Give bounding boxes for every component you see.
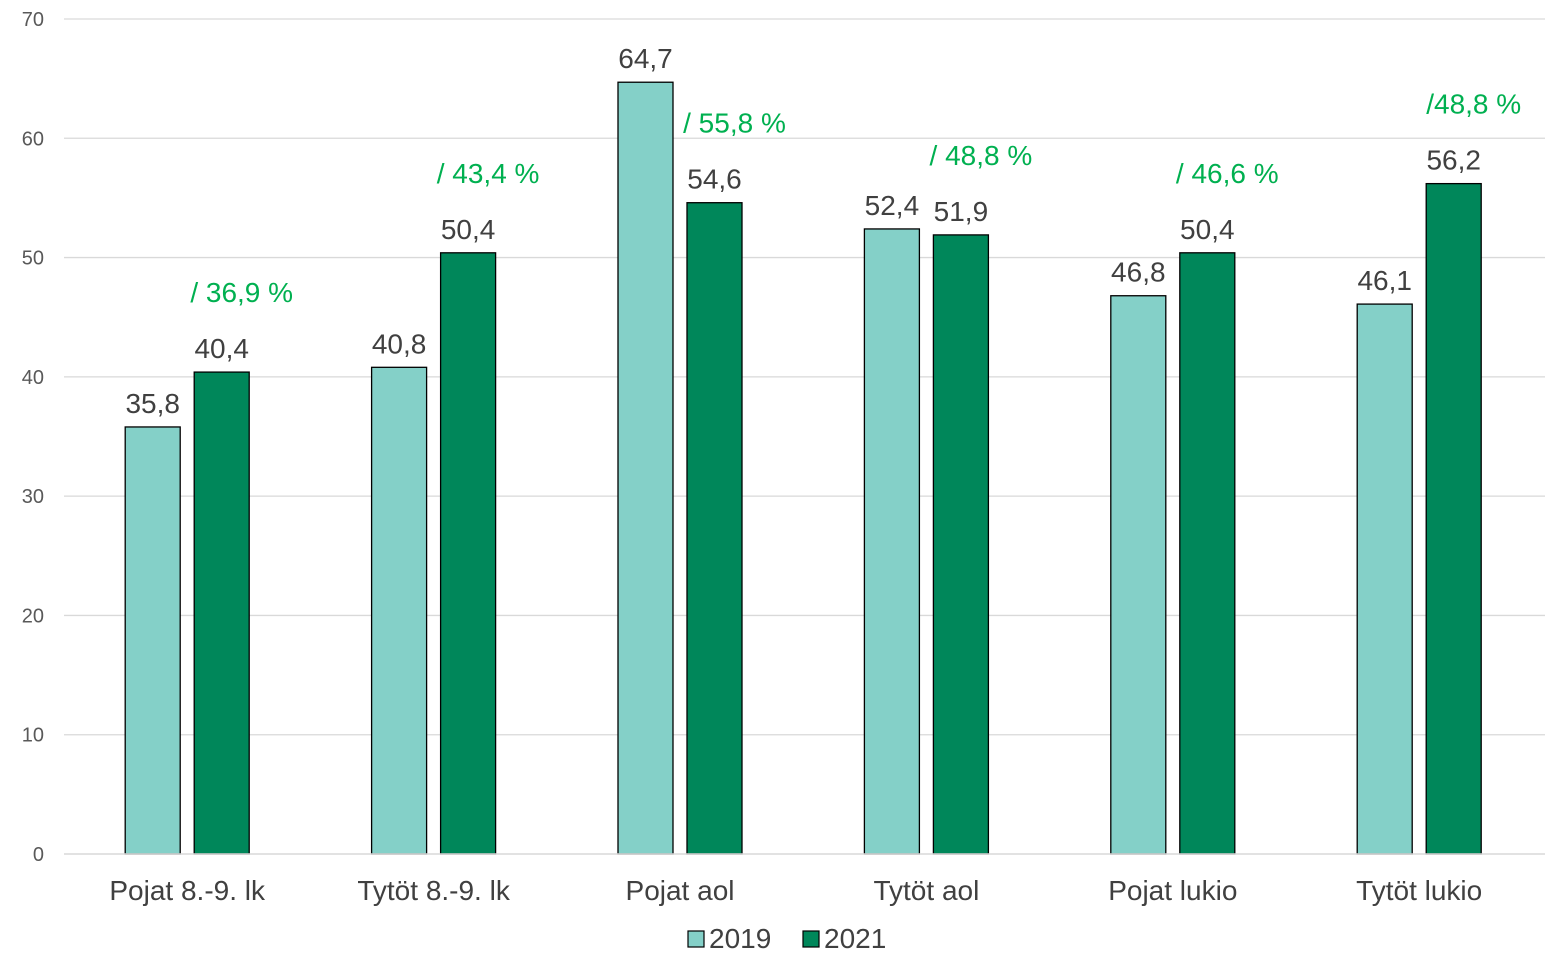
data-label: 50,4 [1180, 214, 1235, 245]
legend-label: 2019 [709, 923, 771, 954]
data-label: 46,1 [1357, 265, 1412, 296]
data-label: 64,7 [618, 43, 673, 74]
data-label: 50,4 [441, 214, 496, 245]
y-tick-label: 50 [22, 248, 44, 270]
legend-swatch [687, 930, 705, 948]
y-tick-label: 20 [22, 605, 44, 627]
gridlines [64, 18, 1545, 736]
category-labels: Pojat 8.-9. lk Tytöt 8.-9. lk Pojat aol Tyt… [109, 875, 1482, 906]
y-axis-ticks: 0 10 20 30 40 50 60 70 [22, 9, 44, 866]
annotation-label: / 43,4 % [437, 158, 540, 189]
legend-swatch [802, 930, 820, 948]
y-tick-label: 40 [22, 367, 44, 389]
bar [439, 252, 497, 855]
data-label: 52,4 [865, 190, 920, 221]
data-label: 56,2 [1426, 145, 1481, 176]
bar [686, 202, 743, 855]
y-tick-label: 10 [22, 725, 44, 747]
legend: 2019 2021 [687, 923, 886, 954]
category-label: Tytöt lukio [1356, 875, 1482, 906]
category-label: Pojat 8.-9. lk [109, 875, 266, 906]
y-tick-label: 70 [22, 9, 44, 31]
bar [863, 228, 921, 855]
annotation-label: / 55,8 % [683, 108, 786, 139]
y-tick-label: 0 [33, 844, 44, 866]
category-label: Tytöt aol [873, 875, 979, 906]
category-label: Pojat aol [626, 875, 735, 906]
annotation-label: / 46,6 % [1176, 158, 1279, 189]
bar [1110, 295, 1167, 855]
bar [932, 234, 990, 855]
y-tick-label: 60 [22, 128, 44, 150]
data-label: 35,8 [125, 388, 180, 419]
bar [1179, 252, 1236, 855]
bar [124, 426, 181, 855]
annotations: / 36,9 % / 43,4 % / 55,8 % / 48,8 % / 46,6 %… [190, 89, 1521, 308]
legend-label: 2021 [824, 923, 886, 954]
data-label: 54,6 [687, 164, 742, 195]
data-label: 46,8 [1111, 257, 1166, 288]
category-label: Pojat lukio [1108, 875, 1237, 906]
category-label: Tytöt 8.-9. lk [357, 875, 510, 906]
annotation-label: / 48,8 % [930, 140, 1033, 171]
annotation-label: /48,8 % [1426, 89, 1521, 120]
bars [124, 81, 1482, 855]
annotation-label: / 36,9 % [190, 277, 293, 308]
data-label: 40,8 [372, 328, 427, 359]
data-label: 51,9 [934, 196, 989, 227]
bar [1425, 182, 1482, 855]
data-labels: 35,8 40,4 40,8 50,4 64,7 54,6 52,4 51,9 46,8 50,4… [125, 43, 1481, 419]
bar [617, 81, 674, 855]
data-label: 40,4 [194, 333, 249, 364]
bar [1356, 303, 1413, 855]
y-tick-label: 30 [22, 486, 44, 508]
bar [370, 366, 428, 855]
bar [193, 371, 250, 855]
